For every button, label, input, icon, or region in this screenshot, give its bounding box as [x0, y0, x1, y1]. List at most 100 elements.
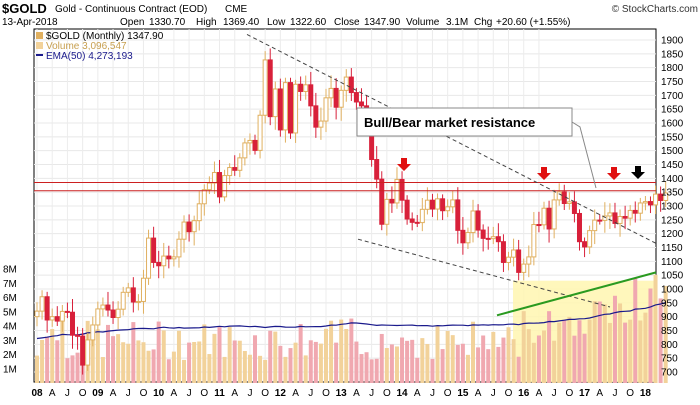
- volume-bar: [344, 328, 349, 383]
- volume-bar: [313, 341, 318, 383]
- candle-body: [95, 308, 101, 326]
- year-tick-label: 09: [92, 388, 104, 399]
- candle-body: [44, 296, 50, 321]
- year-tick-label: 17: [579, 388, 591, 399]
- candle-body: [156, 261, 162, 267]
- candle-body: [480, 229, 486, 239]
- year-tick-label: 08: [31, 388, 43, 399]
- candle-body: [201, 189, 207, 205]
- candle-body: [556, 191, 562, 201]
- candle-body: [282, 82, 288, 131]
- month-tick-label: O: [626, 388, 634, 399]
- candle-body: [622, 216, 628, 219]
- volume-bars: [35, 274, 668, 383]
- volume-bar: [400, 337, 405, 383]
- close-label: Close: [334, 17, 360, 28]
- candle-body: [576, 212, 582, 243]
- candle-body: [267, 59, 273, 118]
- candle-body: [303, 84, 309, 92]
- volume-bar: [536, 335, 541, 383]
- volume-bar: [187, 342, 192, 383]
- month-tick-label: A: [110, 388, 117, 399]
- arrows: [397, 158, 645, 180]
- volume-bar: [628, 319, 633, 383]
- candle-body: [100, 304, 106, 310]
- price-tick-label: 1600: [661, 119, 684, 130]
- candle-body: [404, 199, 410, 220]
- candle-body: [348, 76, 354, 94]
- volume-bar: [602, 304, 607, 383]
- month-tick-label: J: [247, 388, 252, 399]
- chart-title: $GOLD: [2, 1, 47, 16]
- price-tick-label: 1450: [661, 160, 684, 171]
- price-tick-label: 1400: [661, 174, 684, 185]
- volume-bar: [35, 355, 39, 383]
- candle-body: [110, 309, 116, 318]
- candle-body: [59, 310, 65, 322]
- candle-body: [166, 255, 172, 260]
- volume-bar: [405, 340, 410, 383]
- volume-bar: [263, 359, 268, 383]
- candle-body: [288, 82, 293, 134]
- candle-body: [455, 199, 461, 231]
- volume-bar: [476, 347, 481, 383]
- price-tick-label: 700: [661, 368, 678, 379]
- volume-bar: [202, 324, 207, 383]
- volume-bar: [506, 327, 511, 383]
- volume-tick-label: 2M: [3, 350, 17, 361]
- candle-body: [637, 202, 643, 214]
- volume-bar: [349, 318, 354, 383]
- candle-body: [85, 339, 91, 366]
- volume-bar: [50, 329, 55, 383]
- volume-bar: [638, 320, 643, 383]
- volume-tick-label: 6M: [3, 293, 17, 304]
- volume-bar: [369, 359, 374, 383]
- year-tick-label: 14: [396, 388, 408, 399]
- month-tick-label: J: [65, 388, 70, 399]
- price-tick-label: 1650: [661, 105, 684, 116]
- volume-bar: [394, 346, 399, 383]
- volume-bar: [176, 330, 181, 383]
- volume-bar: [207, 354, 212, 383]
- candle-body: [135, 300, 141, 303]
- volume-bar: [435, 326, 440, 383]
- volume-bar: [587, 319, 592, 383]
- legend-volume: Volume 3,096,547: [46, 41, 127, 52]
- candle-body: [617, 216, 623, 224]
- volume-bar: [460, 343, 465, 383]
- volume-bar: [389, 344, 394, 383]
- candle-body: [49, 316, 55, 321]
- candle-body: [521, 263, 527, 273]
- month-tick-label: O: [79, 388, 87, 399]
- arrow-2016: [537, 167, 551, 180]
- candle-body: [39, 296, 45, 312]
- candle-body: [500, 241, 506, 263]
- open-value: 1330.70: [149, 17, 186, 28]
- volume-bar: [354, 341, 359, 383]
- legend-volume-swatch: [36, 42, 43, 49]
- candle-body: [146, 237, 152, 279]
- volume-bar: [445, 330, 450, 383]
- candle-body: [460, 229, 466, 244]
- candle-body: [115, 308, 121, 318]
- volume-bar: [481, 335, 486, 383]
- candle-body: [151, 237, 157, 263]
- candle-body: [531, 224, 537, 258]
- volume-bar: [643, 312, 648, 383]
- volume-bar: [420, 338, 425, 383]
- candle-body: [602, 215, 608, 221]
- month-tick-label: A: [292, 388, 299, 399]
- candle-body: [171, 256, 177, 260]
- volume-tick-label: 7M: [3, 279, 17, 290]
- volume-bar: [516, 356, 521, 383]
- volume-bar: [430, 358, 435, 383]
- volume-bar: [247, 354, 252, 383]
- candle-body: [211, 172, 217, 184]
- price-tick-label: 1100: [661, 257, 683, 268]
- candle-body: [186, 221, 192, 233]
- volume-bar: [65, 358, 70, 383]
- candle-body: [440, 198, 446, 212]
- month-tick-label: O: [505, 388, 513, 399]
- candle-body: [551, 199, 557, 230]
- volume-bar: [146, 350, 151, 383]
